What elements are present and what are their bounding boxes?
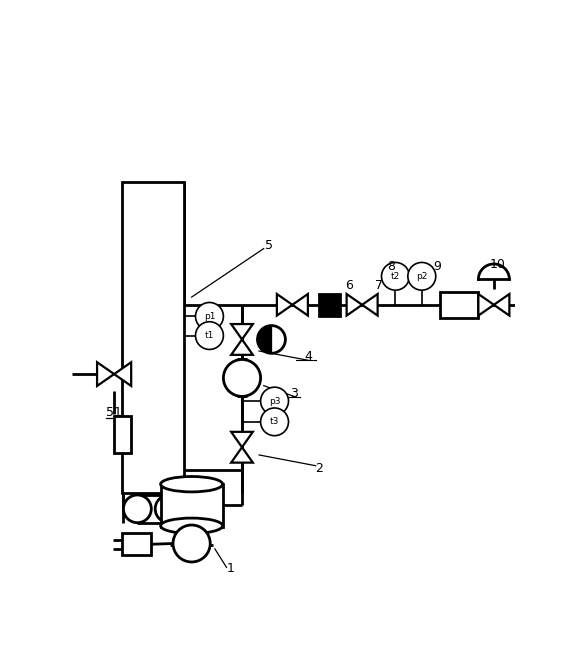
Circle shape <box>124 495 152 523</box>
Polygon shape <box>97 362 114 386</box>
Text: 6: 6 <box>345 279 353 292</box>
Circle shape <box>382 263 410 290</box>
Polygon shape <box>277 294 292 316</box>
Text: 7: 7 <box>375 279 383 292</box>
Text: 2: 2 <box>316 461 323 474</box>
Text: 10: 10 <box>490 258 506 271</box>
Text: p2: p2 <box>416 272 427 281</box>
Ellipse shape <box>161 518 223 534</box>
Polygon shape <box>347 294 362 316</box>
Polygon shape <box>231 447 253 463</box>
Polygon shape <box>257 325 272 353</box>
Text: 3: 3 <box>290 387 298 400</box>
Circle shape <box>261 387 288 415</box>
Polygon shape <box>231 432 253 447</box>
Text: 1: 1 <box>227 562 235 575</box>
Text: t1: t1 <box>205 331 214 340</box>
Text: 4: 4 <box>304 350 312 363</box>
Circle shape <box>196 322 224 349</box>
Circle shape <box>408 263 436 290</box>
Polygon shape <box>231 340 253 355</box>
Bar <box>114 417 131 454</box>
Bar <box>440 292 478 318</box>
Text: 5: 5 <box>265 239 273 252</box>
Text: 51: 51 <box>106 406 122 419</box>
Text: t3: t3 <box>270 417 279 426</box>
Text: p3: p3 <box>269 397 280 406</box>
Text: p1: p1 <box>204 312 215 321</box>
Text: t2: t2 <box>391 272 400 281</box>
Polygon shape <box>231 324 253 340</box>
Bar <box>161 484 223 527</box>
Circle shape <box>257 325 285 353</box>
Text: 8: 8 <box>388 260 396 273</box>
Polygon shape <box>478 264 510 280</box>
Polygon shape <box>292 294 308 316</box>
Polygon shape <box>362 294 378 316</box>
Circle shape <box>155 495 183 523</box>
Circle shape <box>173 525 210 562</box>
Circle shape <box>196 303 224 330</box>
Polygon shape <box>478 294 494 316</box>
Bar <box>319 294 340 316</box>
Circle shape <box>224 360 261 397</box>
Circle shape <box>261 408 288 435</box>
Polygon shape <box>114 362 131 386</box>
Text: 9: 9 <box>434 260 441 273</box>
Bar <box>122 534 152 555</box>
Bar <box>122 182 184 494</box>
Ellipse shape <box>161 476 223 492</box>
Polygon shape <box>494 294 510 316</box>
